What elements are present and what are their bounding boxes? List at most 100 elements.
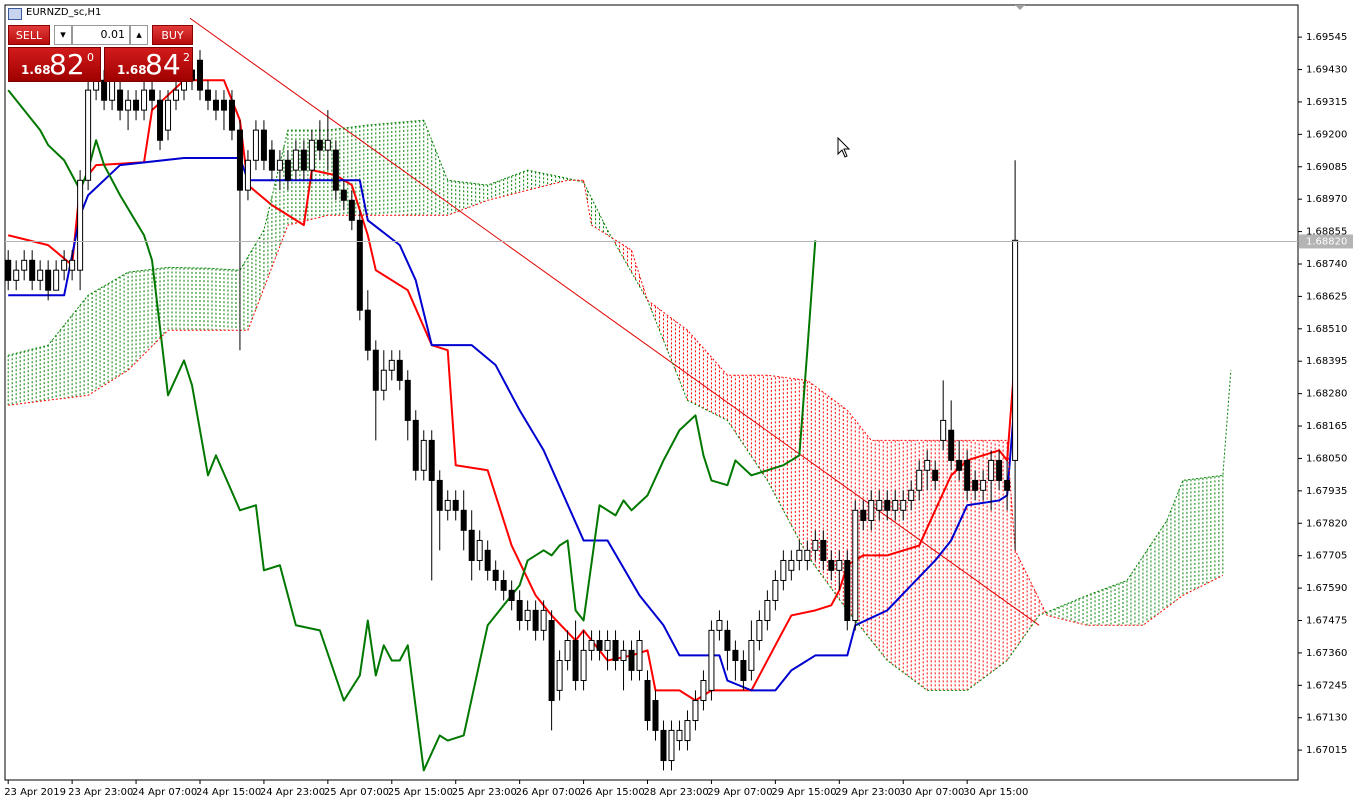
candle-body [636, 640, 643, 671]
x-tick-label: 25 Apr 15:00 [388, 787, 453, 798]
candle-body [676, 729, 683, 742]
candle-body [532, 609, 539, 631]
candle-body [892, 499, 899, 511]
shift-marker[interactable] [1015, 5, 1025, 10]
ask-box[interactable]: 1.68 84 2 [104, 47, 193, 82]
x-tick-label: 29 Apr 15:00 [771, 787, 836, 798]
candle-body [972, 479, 979, 491]
candle-body [756, 619, 763, 641]
volume-up[interactable]: ▴ [130, 25, 148, 45]
candle-body [1012, 239, 1019, 461]
candle-body [324, 139, 331, 151]
indicator-line [7, 89, 817, 772]
candle-body [932, 469, 939, 481]
candle-body [596, 640, 603, 651]
candle-body [196, 59, 203, 91]
candle-body [748, 640, 755, 671]
plot-frame [4, 4, 1299, 781]
candle-body [548, 619, 555, 702]
candle-body [268, 149, 275, 171]
candle-body [276, 159, 283, 171]
y-tick-label: 1.68625 [1306, 291, 1347, 302]
candle-body [660, 729, 667, 762]
candle-body [228, 99, 235, 131]
x-tick-label: 24 Apr 23:00 [260, 787, 325, 798]
x-tick-label: 24 Apr 15:00 [196, 787, 261, 798]
candle-body [692, 700, 699, 722]
candle-body [524, 609, 531, 621]
candle-body [964, 459, 971, 491]
candle-body [732, 649, 739, 662]
candle-body [348, 199, 355, 221]
candle-body [916, 469, 923, 491]
candle-body [244, 159, 251, 191]
candle-body [37, 269, 44, 281]
candle-body [844, 559, 851, 621]
candle-body [204, 89, 211, 101]
candle-body [77, 179, 84, 271]
sell-button[interactable]: SELL [8, 25, 50, 45]
candle-body [173, 89, 180, 101]
candle-body [372, 349, 379, 391]
candle-body [908, 489, 915, 501]
y-tick-label: 1.68510 [1306, 324, 1347, 335]
candle-body [612, 640, 619, 662]
trendline [189, 17, 1040, 626]
plot-layer [5, 17, 1298, 772]
y-tick-label: 1.69545 [1306, 32, 1347, 43]
candle-body [924, 459, 931, 471]
candle-body [1004, 479, 1011, 491]
candle-body [508, 589, 515, 601]
candle-body [580, 649, 587, 682]
candle-body [740, 660, 747, 682]
y-tick-label: 1.67015 [1306, 745, 1347, 756]
candle-body [117, 89, 124, 111]
x-tick-label: 30 Apr 15:00 [963, 787, 1028, 798]
candle-body [900, 499, 907, 511]
candle-body [724, 629, 731, 651]
candle-body [796, 549, 803, 561]
bid-box[interactable]: 1.68 82 0 [8, 47, 101, 82]
candle-body [716, 619, 723, 631]
candle-body [292, 149, 299, 171]
candle-body [53, 269, 60, 291]
candle-body [572, 640, 579, 682]
candle-body [828, 559, 835, 571]
candle-body [804, 549, 811, 561]
x-tick-label: 26 Apr 07:00 [516, 787, 581, 798]
indicator-line [7, 79, 1017, 702]
y-tick-label: 1.67935 [1306, 486, 1347, 497]
candle-body [668, 729, 675, 762]
candle-body [252, 129, 259, 161]
candle-body [165, 99, 172, 131]
bid-pips: 82 [49, 48, 85, 81]
x-tick-label: 26 Apr 15:00 [580, 787, 645, 798]
candle-body [852, 509, 859, 621]
candle-body [620, 649, 627, 662]
volume-input[interactable]: 0.01 [72, 25, 130, 45]
candle-body [492, 569, 499, 581]
price-label: 1.68820 [1306, 236, 1347, 247]
y-tick-label: 1.67590 [1306, 583, 1347, 594]
candle-body [500, 579, 507, 591]
candle-body [220, 99, 227, 111]
x-tick-label: 23 Apr 23:00 [68, 787, 133, 798]
candle-body [316, 139, 323, 151]
y-tick-label: 1.68050 [1306, 453, 1347, 464]
candle-body [556, 660, 563, 691]
x-tick-label: 25 Apr 23:00 [452, 787, 517, 798]
y-tick-label: 1.67360 [1306, 648, 1347, 659]
window-title: EURNZD_sc,H1 [26, 7, 102, 18]
x-tick-label: 25 Apr 07:00 [324, 787, 389, 798]
candle-body [764, 599, 771, 621]
candle-body [133, 99, 140, 111]
ask-pips: 84 [145, 48, 181, 81]
candle-body [141, 89, 148, 111]
candle-body [412, 419, 419, 471]
y-tick-label: 1.67820 [1306, 518, 1347, 529]
volume-down[interactable]: ▾ [54, 25, 72, 45]
y-tick-label: 1.69315 [1306, 97, 1347, 108]
buy-button[interactable]: BUY [152, 25, 193, 45]
